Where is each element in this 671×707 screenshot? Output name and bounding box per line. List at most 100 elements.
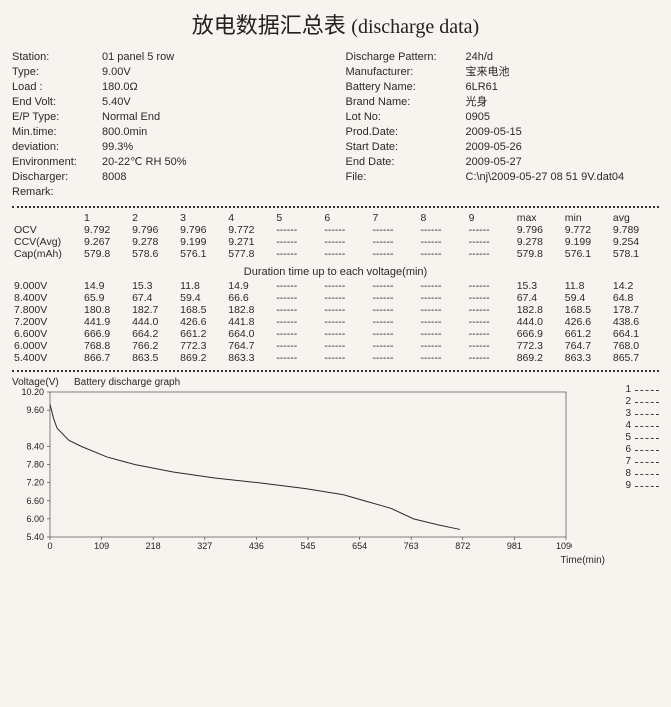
meta-row: Discharge Pattern:24h/d <box>346 50 660 65</box>
meta-label: Brand Name: <box>346 95 466 110</box>
divider <box>12 206 659 208</box>
table-row: 8.400V65.967.459.466.6------------------… <box>12 292 659 304</box>
table-cell: 9.792 <box>82 224 130 236</box>
table-cell: OCV <box>12 224 82 236</box>
meta-right: Discharge Pattern:24h/dManufacturer:宝来电池… <box>346 50 660 200</box>
table-cell: ------ <box>467 280 515 292</box>
discharge-chart: 5.406.006.607.207.808.409.6010.200109218… <box>12 388 572 553</box>
meta-value: 6LR61 <box>466 80 660 95</box>
meta-label: deviation: <box>12 140 102 155</box>
chart-area: Voltage(V) Battery discharge graph 5.406… <box>12 376 615 566</box>
legend-dash <box>635 474 659 475</box>
svg-text:654: 654 <box>352 541 367 551</box>
legend-item: 2 <box>621 396 659 408</box>
meta-label: E/P Type: <box>12 110 102 125</box>
meta-row: End Date:2009-05-27 <box>346 155 660 170</box>
table-cell: 65.9 <box>82 292 130 304</box>
table-cell: 15.3 <box>515 280 563 292</box>
table-cell: 865.7 <box>611 352 659 364</box>
meta-value: 8008 <box>102 170 326 185</box>
table-cell: 768.8 <box>82 340 130 352</box>
table-cell: ------ <box>419 280 467 292</box>
table-cell: 444.0 <box>515 316 563 328</box>
duration-title: Duration time up to each voltage(min) <box>12 266 659 278</box>
table-cell: 772.3 <box>178 340 226 352</box>
table-cell: 9.796 <box>130 224 178 236</box>
meta-label: Type: <box>12 65 102 80</box>
table-cell: 14.9 <box>226 280 274 292</box>
x-axis-label: Time(min) <box>12 555 615 566</box>
meta-row: Start Date:2009-05-26 <box>346 140 660 155</box>
meta-row: Brand Name:光身 <box>346 95 660 110</box>
table-cell: 6.000V <box>12 340 82 352</box>
table-cell: ------ <box>370 280 418 292</box>
table-row: 6.000V768.8766.2772.3764.7--------------… <box>12 340 659 352</box>
table-cell: 182.8 <box>515 304 563 316</box>
meta-label: Prod.Date: <box>346 125 466 140</box>
table-header: 9 <box>467 212 515 224</box>
summary-table: 123456789maxminavgOCV9.7929.7969.7969.77… <box>12 212 659 260</box>
svg-text:436: 436 <box>249 541 264 551</box>
legend-dash <box>635 462 659 463</box>
table-header: 1 <box>82 212 130 224</box>
table-cell: ------ <box>419 316 467 328</box>
table-cell: ------ <box>274 328 322 340</box>
table-cell: ------ <box>419 352 467 364</box>
meta-left: Station:01 panel 5 rowType:9.00VLoad :18… <box>12 50 326 200</box>
svg-text:10.20: 10.20 <box>21 388 44 397</box>
table-cell: 768.0 <box>611 340 659 352</box>
table-cell: ------ <box>370 236 418 248</box>
legend-dash <box>635 438 659 439</box>
table-cell: 9.278 <box>515 236 563 248</box>
table-cell: 7.800V <box>12 304 82 316</box>
table-cell: 9.796 <box>515 224 563 236</box>
meta-row: Remark: <box>12 185 326 200</box>
table-cell: 168.5 <box>178 304 226 316</box>
table-cell: ------ <box>370 224 418 236</box>
meta-value: C:\nj\2009-05-27 08 51 9V.dat04 <box>466 170 660 185</box>
meta-label: Lot No: <box>346 110 466 125</box>
meta-value: 20-22℃ RH 50% <box>102 155 326 170</box>
table-cell: ------ <box>274 304 322 316</box>
meta-value: 2009-05-26 <box>466 140 660 155</box>
table-cell: 182.7 <box>130 304 178 316</box>
table-cell: 67.4 <box>130 292 178 304</box>
meta-value: Normal End <box>102 110 326 125</box>
meta-label: Load : <box>12 80 102 95</box>
table-cell: 9.772 <box>563 224 611 236</box>
svg-text:7.80: 7.80 <box>26 460 44 470</box>
table-cell: 180.8 <box>82 304 130 316</box>
table-header: max <box>515 212 563 224</box>
table-row: Cap(mAh)579.8578.6576.1577.8------------… <box>12 248 659 260</box>
table-cell: 664.0 <box>226 328 274 340</box>
table-cell: 9.271 <box>226 236 274 248</box>
legend-item: 7 <box>621 456 659 468</box>
table-cell: ------ <box>467 248 515 260</box>
table-cell: ------ <box>467 224 515 236</box>
meta-label: Remark: <box>12 185 102 200</box>
table-cell: 9.789 <box>611 224 659 236</box>
table-cell: ------ <box>467 316 515 328</box>
table-header: 4 <box>226 212 274 224</box>
table-cell: 9.796 <box>178 224 226 236</box>
table-cell: ------ <box>370 292 418 304</box>
legend-num: 4 <box>621 420 631 432</box>
divider-2 <box>12 370 659 372</box>
table-cell: 579.8 <box>515 248 563 260</box>
meta-label: End Date: <box>346 155 466 170</box>
legend-num: 1 <box>621 384 631 396</box>
meta-label: File: <box>346 170 466 185</box>
table-cell: 9.254 <box>611 236 659 248</box>
svg-text:545: 545 <box>300 541 315 551</box>
table-cell: 666.9 <box>515 328 563 340</box>
meta-row: Manufacturer:宝来电池 <box>346 65 660 80</box>
legend-item: 9 <box>621 480 659 492</box>
table-cell: 578.6 <box>130 248 178 260</box>
meta-value: 5.40V <box>102 95 326 110</box>
meta-label: Battery Name: <box>346 80 466 95</box>
duration-table: 9.000V14.915.311.814.9------------------… <box>12 280 659 364</box>
meta-value: 宝来电池 <box>466 65 660 80</box>
table-cell: ------ <box>419 236 467 248</box>
svg-text:763: 763 <box>404 541 419 551</box>
svg-text:981: 981 <box>507 541 522 551</box>
